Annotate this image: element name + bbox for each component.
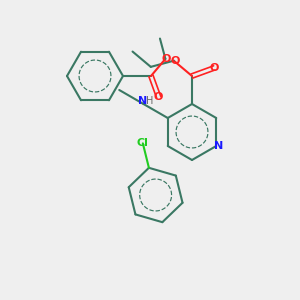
Text: N: N (214, 141, 223, 151)
Text: H: H (146, 96, 153, 106)
Text: O: O (210, 63, 219, 73)
Text: O: O (154, 92, 164, 102)
Text: Cl: Cl (137, 138, 149, 148)
Text: O: O (162, 54, 171, 64)
Text: O: O (170, 56, 179, 66)
Text: N: N (138, 96, 147, 106)
